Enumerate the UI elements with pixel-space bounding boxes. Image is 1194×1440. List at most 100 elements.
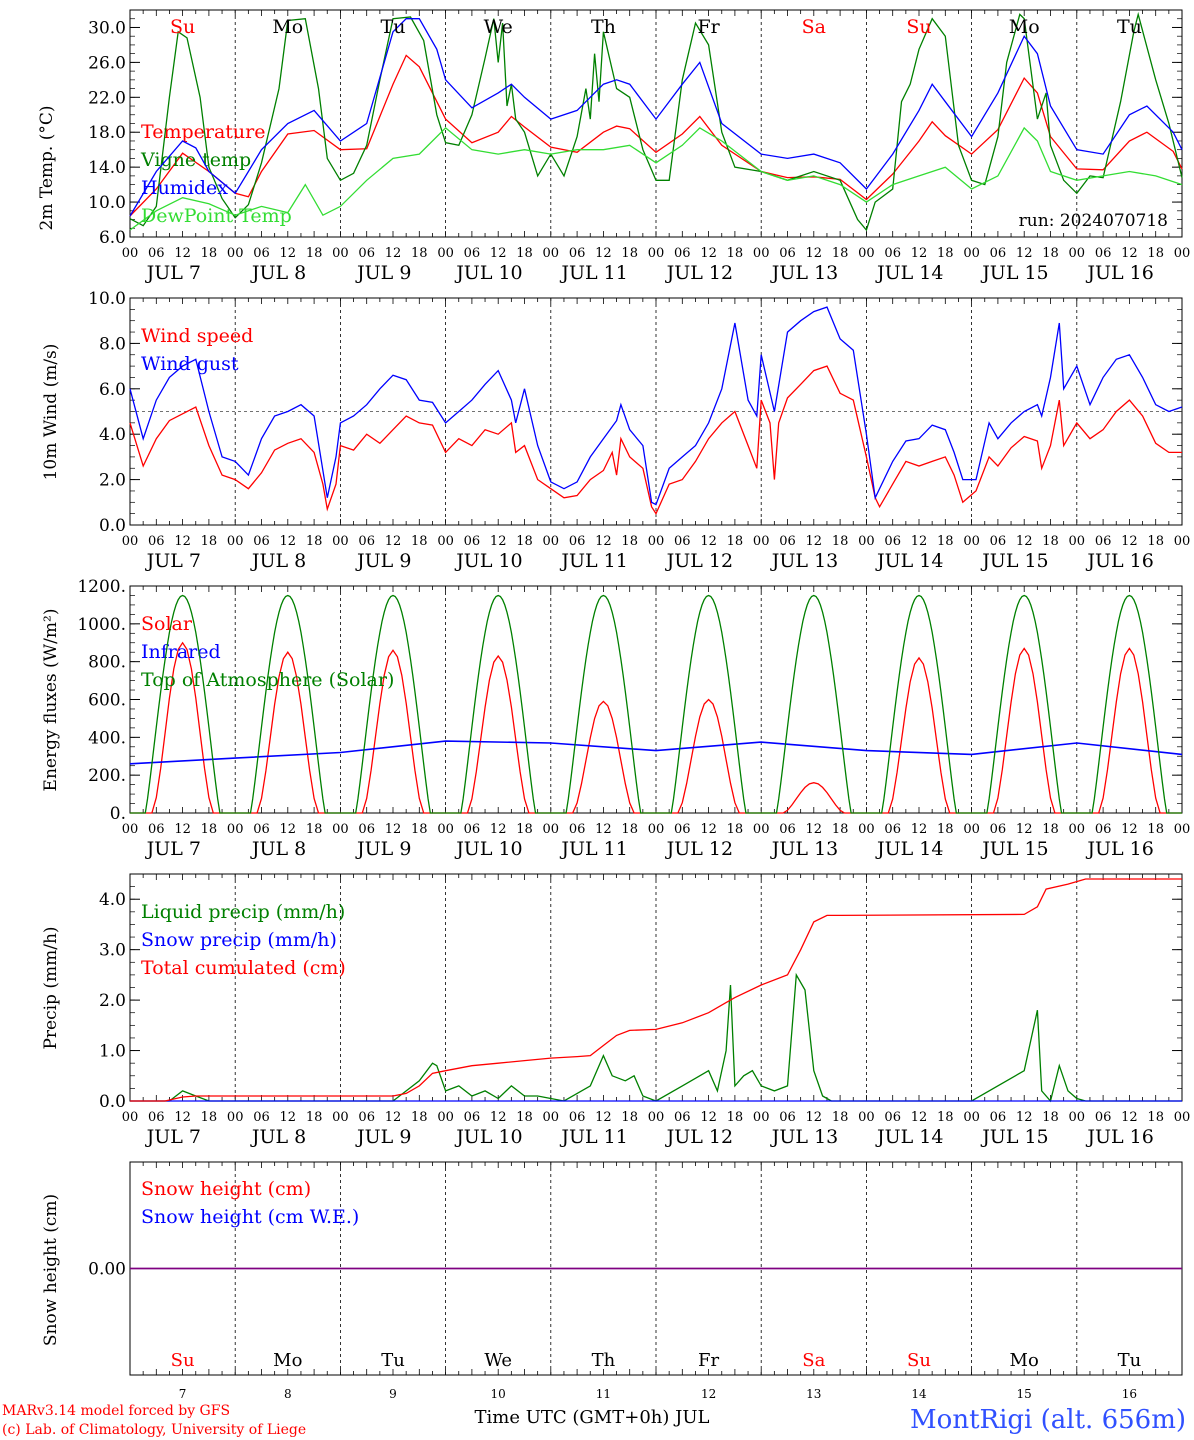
hour-label: 12 — [806, 246, 823, 261]
hour-label: 06 — [990, 534, 1007, 549]
hour-label: 00 — [122, 1110, 139, 1125]
hour-label: 12 — [280, 822, 297, 837]
hour-label: 00 — [963, 534, 980, 549]
hour-label: 12 — [806, 822, 823, 837]
series-line — [129, 306, 1183, 506]
day-label: JUL 10 — [454, 262, 522, 284]
hour-label: 00 — [332, 246, 349, 261]
legend-entry: Infrared — [141, 641, 221, 663]
weekday-label: Mo — [272, 16, 303, 38]
weekday-label: Mo — [273, 1350, 302, 1371]
station-label: MontRigi (alt. 656m) — [910, 1405, 1186, 1435]
hour-label: 06 — [253, 246, 270, 261]
hour-label: 06 — [884, 822, 901, 837]
hour-label: 00 — [543, 534, 560, 549]
day-label: JUL 15 — [980, 550, 1048, 572]
hour-label: 06 — [674, 1110, 691, 1125]
day-label: JUL 8 — [250, 838, 306, 860]
day-label: JUL 13 — [770, 1126, 838, 1148]
hour-label: 18 — [1042, 1110, 1059, 1125]
hour-label: 12 — [1016, 534, 1033, 549]
hour-label: 18 — [1147, 822, 1164, 837]
hour-label: 06 — [253, 1110, 270, 1125]
day-label: JUL 16 — [1085, 262, 1153, 284]
hour-label: 06 — [464, 822, 481, 837]
hour-label: 06 — [464, 246, 481, 261]
hour-label: 12 — [490, 822, 507, 837]
day-label: JUL 12 — [665, 550, 733, 572]
hour-label: 12 — [174, 534, 191, 549]
weekday-label: Tu — [381, 1350, 405, 1371]
hour-label: 00 — [122, 246, 139, 261]
day-label: JUL 15 — [980, 838, 1048, 860]
hour-label: 00 — [753, 822, 770, 837]
day-label: JUL 7 — [145, 262, 201, 284]
hour-label: 18 — [1147, 1110, 1164, 1125]
hour-label: 12 — [911, 246, 928, 261]
day-number: 11 — [596, 1387, 611, 1401]
day-label: JUL 12 — [665, 838, 733, 860]
legend-entry: Total cumulated (cm) — [141, 957, 346, 979]
y-tick-label: 0.0 — [99, 516, 126, 536]
weekday-label: Sa — [802, 16, 826, 38]
hour-label: 18 — [306, 246, 323, 261]
y-axis-title: Precip (mm/h) — [41, 926, 61, 1049]
panels: 6.0 10.0 14.0 18.0 22.0 26.0 30.0 2m Temp. (°C)… — [37, 9, 1191, 1401]
y-tick-label: 14.0 — [88, 158, 126, 178]
hour-label: 18 — [411, 246, 428, 261]
hour-label: 06 — [569, 1110, 586, 1125]
legend-entry: Liquid precip (mm/h) — [141, 901, 345, 923]
hour-label: 12 — [174, 822, 191, 837]
hour-label: 18 — [1042, 534, 1059, 549]
hour-label: 06 — [779, 534, 796, 549]
legend-entry: Vigne temp — [140, 149, 251, 171]
series-line — [129, 365, 1182, 515]
weekday-label: Su — [907, 1350, 931, 1371]
hour-label: 00 — [963, 822, 980, 837]
day-label: JUL 14 — [875, 1126, 943, 1148]
y-axis-title: 2m Temp. (°C) — [37, 105, 57, 230]
y-axis-title: Energy fluxes (W/m²) — [41, 609, 61, 792]
footer-lab: (c) Lab. of Climatology, University of L… — [2, 1422, 306, 1438]
hour-label: 06 — [1095, 1110, 1112, 1125]
y-tick-label: 8.0 — [99, 334, 126, 354]
hour-label: 00 — [858, 822, 875, 837]
y-tick-label: 0. — [110, 804, 126, 824]
hour-label: 18 — [832, 1110, 849, 1125]
hour-label: 18 — [1042, 246, 1059, 261]
x-axis-label: Time UTC (GMT+0h) JUL — [475, 1407, 710, 1428]
hour-label: 18 — [411, 1110, 428, 1125]
weekday-label: Su — [906, 16, 931, 38]
y-tick-label: 600. — [88, 691, 126, 711]
hour-label: 00 — [122, 822, 139, 837]
hour-label: 06 — [358, 534, 375, 549]
hour-label: 00 — [1174, 534, 1191, 549]
hour-label: 18 — [832, 246, 849, 261]
hour-label: 12 — [280, 534, 297, 549]
day-number: 16 — [1122, 1387, 1137, 1401]
hour-label: 00 — [963, 1110, 980, 1125]
hour-label: 12 — [700, 534, 717, 549]
day-label: JUL 16 — [1085, 838, 1153, 860]
panel-wind: 0.0 2.0 4.0 6.0 8.0 10.0 10m Wind (m/s) Wind sp… — [41, 289, 1190, 572]
panel-temp: 6.0 10.0 14.0 18.0 22.0 26.0 30.0 2m Temp. (°C)… — [37, 9, 1191, 284]
hour-label: 00 — [648, 246, 665, 261]
hour-label: 06 — [464, 1110, 481, 1125]
weekday-label: Tu — [1118, 1350, 1142, 1371]
day-number: 13 — [806, 1387, 821, 1401]
hour-label: 18 — [516, 246, 533, 261]
hour-label: 12 — [174, 246, 191, 261]
weekday-label: We — [484, 16, 513, 38]
hour-label: 06 — [674, 822, 691, 837]
hour-label: 06 — [148, 534, 165, 549]
hour-label: 12 — [280, 246, 297, 261]
hour-label: 00 — [1174, 246, 1191, 261]
panel-energy: 0. 200. 400. 600. 800. 1000. 1200. Energy fluxe… — [41, 577, 1190, 860]
hour-label: 06 — [674, 534, 691, 549]
hour-label: 00 — [543, 1110, 560, 1125]
hour-label: 18 — [201, 534, 218, 549]
day-label: JUL 8 — [250, 550, 306, 572]
y-tick-label: 2.0 — [99, 471, 126, 491]
hour-label: 12 — [490, 534, 507, 549]
hour-label: 12 — [1121, 822, 1138, 837]
